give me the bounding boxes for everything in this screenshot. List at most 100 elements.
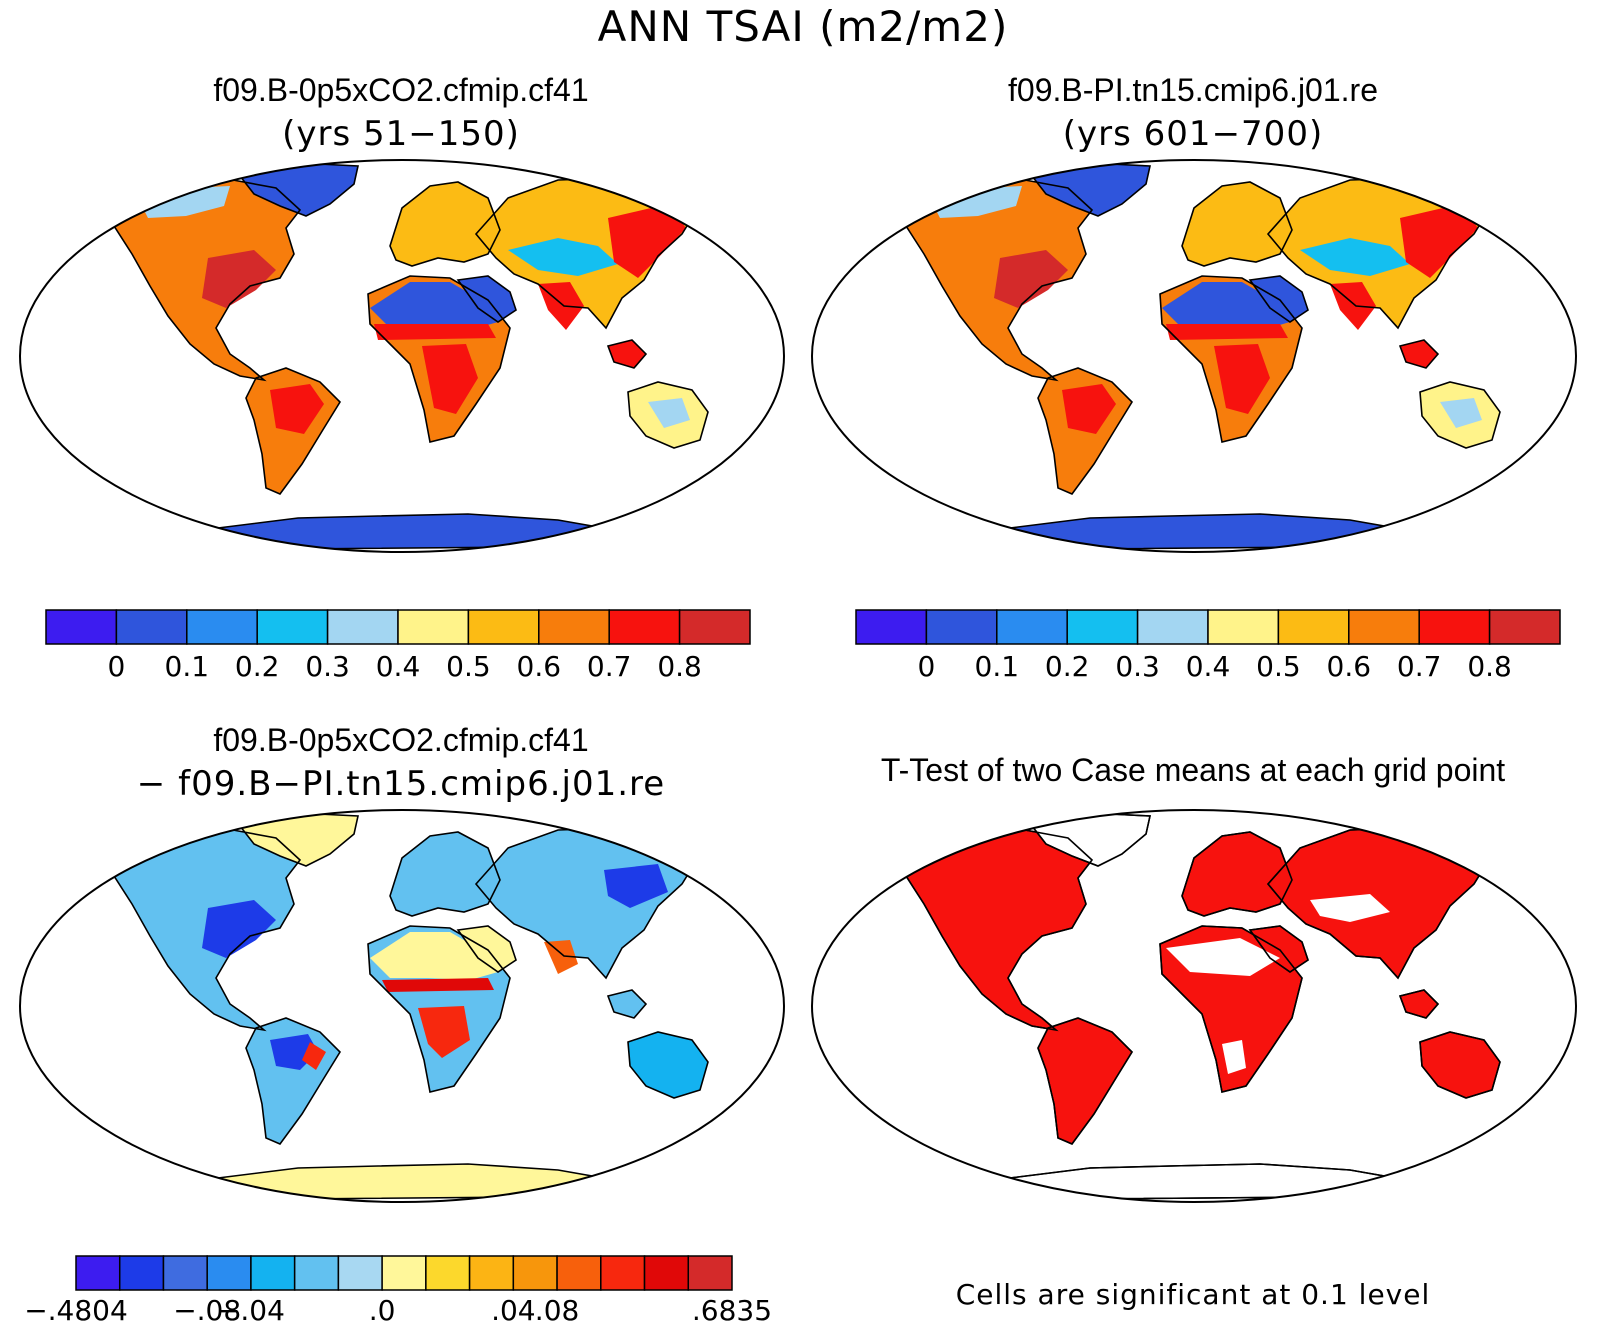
colorbar-swatch [425,1255,471,1291]
coastline-southAmerica [245,367,342,495]
coastline-australia [1419,1031,1501,1099]
land-europe [1181,831,1293,917]
coastline-antarctica [165,1163,661,1201]
coastline-northAmerica [888,179,1094,382]
coastline-southAmerica [1037,1017,1134,1145]
australia-interior [1440,398,1482,428]
colorbar-label: .04 [491,1294,536,1327]
colorbar-label: 0.3 [305,650,350,683]
colorbar-swatch [250,1255,296,1291]
colorbar-swatch [293,1255,340,1291]
east-asia-region [608,204,686,278]
colorbar-label: 0.6 [517,650,562,683]
colorbar-swatch [687,1255,733,1291]
colorbar-label: 0.8 [1467,650,1512,683]
coastline-antarctica [165,513,661,551]
central-asia-region [508,238,618,276]
central-asia-region [1300,238,1410,276]
colorbar-swatch [556,1255,602,1291]
land-antarctica [957,1163,1453,1201]
sahel-band [382,978,494,992]
coastline-australia [627,381,709,449]
amazon-region [1062,384,1116,434]
colorbar-swatch [678,609,751,645]
central-africa-region [418,1006,470,1058]
map-border [19,159,785,553]
figure-title: ANN TSAI (m2/m2) [597,2,1009,51]
colorbar-swatch [855,609,928,645]
colorbar-swatch [1348,609,1420,645]
colorbar-label: 0 [107,650,125,683]
colorbar-swatch [468,1255,515,1291]
colorbar-label: 0 [917,650,935,683]
land-northAmerica [890,180,1092,380]
sahara-region [370,282,498,330]
land-europe [390,832,500,916]
colorbar-swatch [118,1255,165,1291]
sahara-region [1162,282,1290,330]
colorbar-swatch [608,609,681,645]
colorbar-case2: 0 0.1 0.2 0.3 0.4 0.5 0.6 0.7 0.8 [855,609,1561,683]
land-indonesia [608,340,646,368]
colorbar-case1: 0 0.1 0.2 0.3 0.4 0.5 0.6 0.7 0.8 [45,609,751,683]
australia-interior [648,398,690,428]
colorbar-label: 0.4 [376,650,421,683]
panel-2-subtitle: (yrs 601−700) [1062,114,1324,154]
panel-1-title: f09.B-0p5xCO2.cfmip.cf41 [213,72,589,108]
sahel-band [374,324,496,340]
coastline-indonesia [606,339,648,369]
coastline-arabia [1248,925,1309,973]
sahara-region [370,932,498,980]
colorbar-swatch [600,1255,646,1291]
coastline-indonesia [1398,989,1440,1019]
land-northAmerica [98,830,300,1030]
colorbar-swatch [397,609,470,645]
land-australia [1419,1031,1501,1099]
panel-1-subtitle: (yrs 51−150) [282,114,520,154]
map-border [811,809,1577,1203]
colorbar-label: 0.4 [1186,650,1231,683]
land-indonesia [1400,340,1438,368]
map-border [811,159,1577,553]
east-asia-region [604,864,668,908]
colorbar-label: 0.1 [975,650,1020,683]
central-africa-region [1214,344,1270,414]
coastline-europe [1181,831,1293,917]
colorbar-label: 0.7 [587,650,632,683]
colorbar-label: 0.6 [1327,650,1372,683]
colorbar-label: 0.1 [165,650,210,683]
colorbar-swatch [1207,609,1280,645]
land-europe [1182,182,1292,266]
colorbar-swatch [115,609,188,645]
colorbar-label: 0.2 [1045,650,1090,683]
colorbar-swatch [512,1255,558,1291]
colorbar-swatch [467,609,540,645]
panel-1-map [19,159,785,553]
eastern-forest-region [994,250,1068,308]
panel-3-subtitle: − f09.B−PI.tn15.cmip6.j01.re [136,764,666,804]
land-greenland [240,164,358,216]
colorbar-swatch [75,1255,121,1291]
eastern-forest-region [202,900,276,958]
land-antarctica [958,514,1450,550]
colorbar-swatch [1488,609,1561,645]
coastline-northAmerica [96,829,302,1032]
colorbar-swatch [326,609,399,645]
coastline-southAmerica [1037,367,1134,495]
central-africa-region [422,344,478,414]
coastline-africa [367,925,511,1093]
coastline-southAmerica [245,1017,342,1145]
colorbar-label: 0.8 [657,650,702,683]
colorbar-swatch [1136,609,1209,645]
coastline-northAmerica [888,829,1094,1032]
land-northAmerica [98,180,300,380]
land-greenland [240,814,358,866]
coastline-antarctica [957,1163,1453,1201]
colorbar-label: 0.5 [1256,650,1301,683]
colorbar-label: 0.5 [446,650,491,683]
colorbar-swatch [1066,609,1139,645]
panel-2-title: f09.B-PI.tn15.cmip6.j01.re [1008,72,1378,108]
panel-2-map [811,159,1577,553]
panel-4-title: T-Test of two Case means at each grid po… [880,752,1506,788]
coastline-arabia [456,275,517,323]
